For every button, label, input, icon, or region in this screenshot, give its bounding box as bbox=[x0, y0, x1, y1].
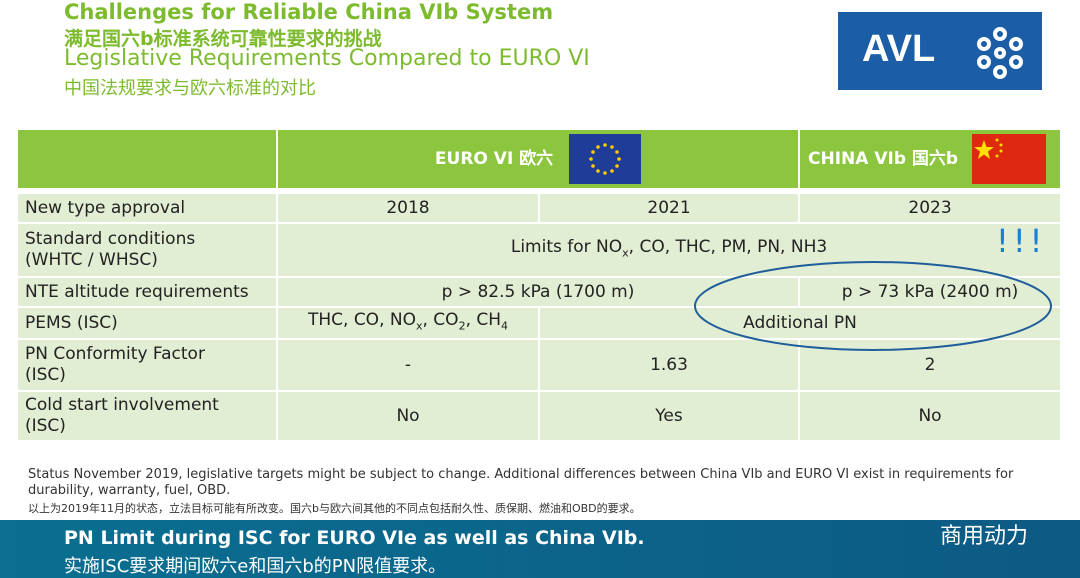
header-cell: CHINA VIb 国六b bbox=[800, 130, 1063, 194]
cell: THC, CO, NOx, CO2, CH4 bbox=[278, 308, 540, 340]
column-header: EURO VI 欧六 bbox=[434, 149, 554, 169]
subscript: x bbox=[415, 319, 423, 333]
text: , CO bbox=[422, 309, 459, 330]
title-cn: 满足国六b标准系统可靠性要求的挑战 bbox=[64, 28, 382, 50]
china-flag bbox=[972, 134, 1047, 184]
cell: No bbox=[278, 392, 540, 442]
text: Limits for NO bbox=[510, 236, 623, 257]
text: , CO, THC, PM, PN, NH3 bbox=[628, 236, 828, 257]
row-label: Standard conditions (WHTC / WHSC) bbox=[18, 224, 278, 278]
label-line: PN Conformity Factor bbox=[25, 344, 205, 364]
eu-flag bbox=[569, 134, 642, 184]
logo-text: AVL bbox=[862, 28, 936, 70]
subtitle-cn: 中国法规要求与欧六标准的对比 bbox=[64, 78, 316, 99]
logo: AVL bbox=[838, 12, 1042, 90]
header-cell: EURO VI 欧六 bbox=[278, 130, 801, 194]
subtitle: Legislative Requirements Compared to EUR… bbox=[64, 46, 590, 71]
label-line: (ISC) bbox=[25, 365, 66, 385]
footnote-cn: 以上为2019年11月的状态，立法目标可能有所改变。国六b与欧六间其他的不同点包… bbox=[28, 502, 641, 515]
title: Challenges for Reliable China VIb System bbox=[64, 0, 554, 24]
banner-text-cn: 实施ISC要求期间欧六e和国六b的PN限值要求。 bbox=[64, 556, 447, 577]
text: , CH bbox=[465, 309, 502, 330]
subscript: x bbox=[622, 246, 629, 260]
column-header: CHINA VIb 国六b bbox=[808, 149, 959, 169]
subscript: 4 bbox=[501, 319, 509, 333]
banner-text: PN Limit during ISC for EURO VIe as well… bbox=[64, 527, 645, 549]
cell: Additional PN bbox=[540, 308, 1063, 340]
annotation: !!! bbox=[996, 222, 1047, 260]
cell: p > 82.5 kPa (1700 m) bbox=[278, 278, 801, 308]
banner bbox=[0, 520, 1080, 578]
header-cell bbox=[18, 130, 278, 194]
row-label: Cold start involvement (ISC) bbox=[18, 392, 278, 442]
subscript: 2 bbox=[458, 319, 466, 333]
text: THC, CO, NO bbox=[307, 309, 416, 330]
cell: 2021 bbox=[540, 194, 801, 224]
row-label: NTE altitude requirements bbox=[18, 278, 278, 308]
footnote: Status November 2019, legislative target… bbox=[28, 467, 1014, 498]
label-line: Standard conditions bbox=[25, 229, 196, 249]
cell: 2023 bbox=[800, 194, 1063, 224]
cell: 1.63 bbox=[540, 340, 801, 392]
row-label: PEMS (ISC) bbox=[18, 308, 278, 340]
cell: Limits for NOx, CO, THC, PM, PN, NH3 bbox=[278, 224, 1063, 278]
highlight-ellipse bbox=[694, 261, 1052, 351]
cell: No bbox=[800, 392, 1063, 442]
cell: Yes bbox=[540, 392, 801, 442]
cell: - bbox=[278, 340, 540, 392]
label-line: (ISC) bbox=[25, 416, 66, 436]
row-label: PN Conformity Factor (ISC) bbox=[18, 340, 278, 392]
cell: 2018 bbox=[278, 194, 540, 224]
label-line: Cold start involvement bbox=[25, 395, 219, 415]
row-label: New type approval bbox=[18, 194, 278, 224]
logo-icon bbox=[977, 27, 1023, 79]
watermark: 商用动力 bbox=[940, 524, 1029, 549]
label-line: (WHTC / WHSC) bbox=[25, 250, 158, 270]
cell: p > 73 kPa (2400 m) bbox=[800, 278, 1063, 308]
